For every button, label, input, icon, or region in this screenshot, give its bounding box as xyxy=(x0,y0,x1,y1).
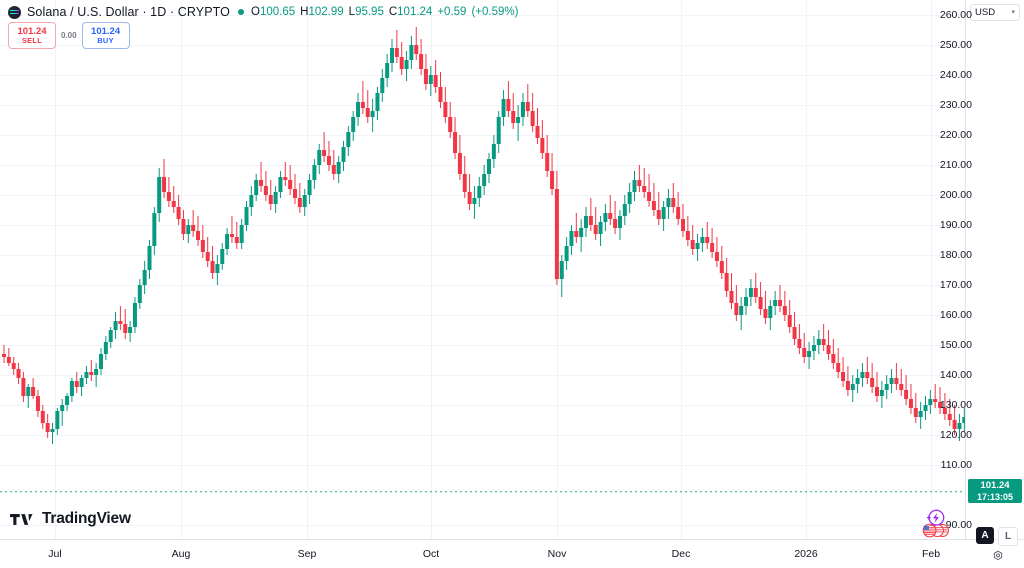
symbol-title[interactable]: Solana / U.S. Dollar · 1D · CRYPTO xyxy=(27,5,231,19)
price-tick: 150.00 xyxy=(939,339,972,351)
change-absolute: +0.59 xyxy=(437,6,467,18)
price-tick: 240.00 xyxy=(939,69,972,81)
chart-legend: Solana / U.S. Dollar · 1D · CRYPTO O100.… xyxy=(8,3,518,21)
current-price-badge: 101.24 17:13:05 xyxy=(968,479,1022,504)
price-tick: 130.00 xyxy=(939,399,972,411)
price-tick: 210.00 xyxy=(939,159,972,171)
chart-pane[interactable] xyxy=(0,0,966,540)
time-tick: 2026 xyxy=(794,548,818,560)
time-tick: Oct xyxy=(422,548,440,560)
buy-label: BUY xyxy=(97,35,114,45)
log-scale-button[interactable]: L xyxy=(998,527,1018,546)
spread-value: 0.00 xyxy=(61,31,77,40)
tradingview-wordmark: TradingView xyxy=(42,510,131,527)
current-price-time: 17:13:05 xyxy=(976,491,1014,502)
chart-grid xyxy=(0,0,966,540)
price-tick: 110.00 xyxy=(940,459,972,471)
time-tick: Feb xyxy=(921,548,941,560)
price-tick: 160.00 xyxy=(939,309,972,321)
price-tick: 200.00 xyxy=(939,189,972,201)
sell-label: SELL xyxy=(21,35,43,45)
price-scale[interactable]: USD ▾ 101.24 17:13:05 260.00 250.00 240.00… xyxy=(940,0,1024,540)
current-price-value: 101.24 xyxy=(980,479,1010,491)
flash-bolt-icon[interactable] xyxy=(924,508,946,530)
ohlc-low: L95.95 xyxy=(348,6,384,18)
currency-label: USD xyxy=(975,7,996,18)
price-tick: 120.00 xyxy=(939,429,972,441)
auto-scale-button[interactable]: A xyxy=(976,527,994,544)
buy-button[interactable]: 101.24 BUY xyxy=(81,22,130,49)
ohlc-values: O100.65 H102.99 L95.95 C101.24 +0.59 (+0… xyxy=(238,6,518,18)
price-tick: 90.00 xyxy=(945,519,972,531)
price-tick: 260.00 xyxy=(939,9,972,21)
ohlc-open: O100.65 xyxy=(251,6,296,18)
gear-icon[interactable] xyxy=(991,550,1005,564)
candlestick-series xyxy=(0,27,966,493)
ohlc-close: C101.24 xyxy=(388,6,433,18)
time-tick: Aug xyxy=(171,548,191,560)
time-tick: Sep xyxy=(297,548,317,560)
price-tick: 180.00 xyxy=(939,249,972,261)
scale-mode-toggle: A L xyxy=(976,527,1018,546)
market-open-dot xyxy=(238,9,245,15)
time-tick: Dec xyxy=(671,548,691,560)
coin-stack-icon[interactable] xyxy=(920,522,952,539)
price-tick: 190.00 xyxy=(939,219,972,231)
change-percent: (+0.59%) xyxy=(471,6,519,18)
time-tick: Nov xyxy=(547,548,567,560)
ohlc-high: H102.99 xyxy=(300,6,344,18)
trade-panel: 101.24 SELL 0.00 101.24 BUY xyxy=(8,22,130,49)
sell-button[interactable]: 101.24 SELL xyxy=(8,22,56,49)
price-tick: 230.00 xyxy=(939,99,972,111)
currency-selector[interactable]: USD ▾ xyxy=(970,4,1020,21)
solana-logo-icon xyxy=(8,5,21,19)
tradingview-mark-icon xyxy=(10,513,33,525)
sell-price: 101.24 xyxy=(17,25,47,37)
price-tick: 170.00 xyxy=(939,279,972,291)
time-scale[interactable]: Jul Aug Sep Oct Nov Dec 2026 Feb xyxy=(0,539,1024,568)
price-tick: 250.00 xyxy=(939,39,972,51)
price-tick: 140.00 xyxy=(939,369,972,381)
chevron-down-icon: ▾ xyxy=(1011,9,1015,16)
time-tick: Jul xyxy=(48,548,62,560)
buy-price: 101.24 xyxy=(91,25,121,37)
tradingview-logo: TradingView xyxy=(10,510,131,528)
price-tick: 220.00 xyxy=(939,129,972,141)
